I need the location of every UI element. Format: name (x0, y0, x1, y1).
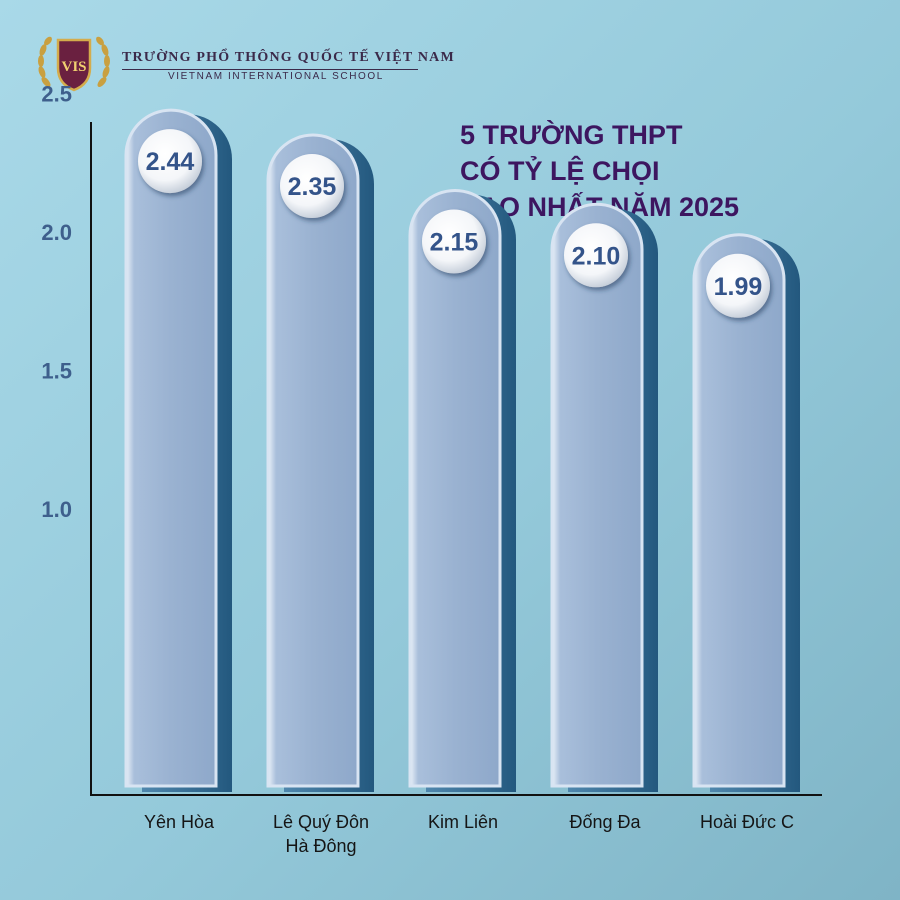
value-label: 1.99 (714, 273, 763, 301)
school-name: TRƯỜNG PHỔ THÔNG QUỐC TẾ VIỆT NAM (122, 50, 455, 65)
value-badge (138, 129, 202, 194)
school-name-divider (122, 69, 418, 70)
school-subtitle: VIETNAM INTERNATIONAL SCHOOL (168, 71, 384, 82)
value-badge (422, 209, 486, 274)
laurel-wreath-icon (38, 36, 110, 87)
x-category-label: Yên Hòa (144, 812, 215, 832)
value-label: 2.15 (430, 228, 479, 256)
bar (550, 202, 644, 788)
chart-title-line: CÓ TỶ LỆ CHỌI (460, 156, 660, 186)
value-label: 2.44 (146, 148, 195, 176)
value-badge (706, 253, 770, 318)
x-category-label: Hà Đông (285, 836, 356, 856)
value-label: 2.10 (572, 242, 621, 270)
bar-group: 2.35 (266, 133, 374, 793)
bar (692, 233, 786, 788)
logo-text: VIS (61, 59, 86, 75)
bar (408, 188, 502, 788)
y-tick-label: 1.5 (41, 359, 72, 384)
x-category-label: Đống Đa (569, 812, 641, 832)
bar-group: 2.44 (124, 108, 232, 793)
bar-group: 2.15 (408, 188, 516, 792)
x-category-label: Lê Quý Đôn (273, 812, 369, 832)
bar (266, 133, 360, 788)
bar-group: 1.99 (692, 233, 800, 792)
y-tick-label: 2.0 (41, 220, 72, 245)
chart-title-line: 5 TRƯỜNG THPT (460, 120, 683, 150)
bar (124, 108, 218, 788)
x-category-label: Hoài Đức C (700, 812, 794, 832)
value-badge (564, 223, 628, 288)
y-tick-label: 1.0 (41, 497, 72, 522)
bar-group: 2.10 (550, 202, 658, 793)
value-label: 2.35 (288, 173, 337, 201)
x-category-label: Kim Liên (428, 812, 498, 832)
y-tick-label: 2.5 (41, 82, 72, 107)
school-logo: VIS (38, 36, 110, 92)
shield-icon (56, 38, 92, 92)
value-badge (280, 154, 344, 219)
